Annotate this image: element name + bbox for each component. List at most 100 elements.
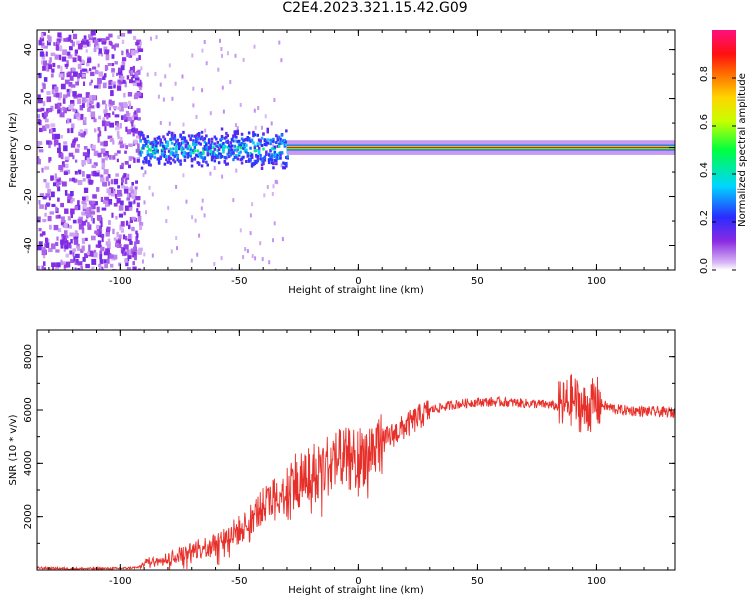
heatmap-noise-cell [122, 234, 126, 240]
heatmap-noise-cell [124, 178, 128, 185]
heatmap-signal-cell [155, 141, 158, 145]
heatmap-noise-cell [87, 212, 92, 218]
heatmap-noise-cell [121, 115, 124, 120]
heatmap-signal-cell [209, 150, 212, 153]
heatmap-noise-cell [108, 33, 113, 38]
spectrogram-heatmap [37, 30, 675, 270]
heatmap-noise-cell [249, 231, 252, 236]
heatmap-noise-cell [111, 63, 115, 67]
heatmap-noise-cell [62, 235, 66, 241]
heatmap-noise-cell [41, 44, 44, 49]
heatmap-noise-cell [42, 231, 46, 236]
heatmap-noise-cell [75, 159, 78, 163]
heatmap-noise-cell [116, 72, 119, 76]
heatmap-signal-cell [276, 135, 279, 139]
heatmap-signal-cell [153, 151, 157, 155]
heatmap-noise-cell [41, 42, 45, 46]
heatmap-noise-cell [39, 233, 44, 237]
heatmap-noise-cell [81, 220, 86, 226]
heatmap-noise-cell [60, 153, 64, 160]
heatmap-noise-cell [85, 92, 90, 98]
heatmap-noise-cell [53, 139, 59, 146]
heatmap-noise-cell [120, 75, 125, 81]
heatmap-noise-cell [69, 244, 72, 249]
heatmap-noise-cell [37, 108, 42, 112]
heatmap-noise-cell [138, 247, 143, 252]
heatmap-signal-cell [253, 159, 257, 163]
heatmap-noise-cell [99, 254, 103, 260]
heatmap-signal-cell [145, 160, 148, 164]
heatmap-noise-cell [109, 107, 112, 111]
heatmap-noise-cell [90, 215, 94, 222]
heatmap-noise-cell [134, 110, 137, 115]
heatmap-noise-cell [97, 169, 100, 175]
heatmap-noise-cell [108, 187, 114, 194]
heatmap-noise-cell [71, 123, 75, 129]
heatmap-noise-cell [135, 42, 139, 46]
heatmap-noise-cell [131, 194, 137, 199]
heatmap-noise-cell [134, 77, 140, 81]
heatmap-signal-cell [200, 136, 204, 140]
heatmap-signal-cell [235, 131, 238, 135]
heatmap-noise-cell [246, 249, 249, 254]
heatmap-noise-cell [114, 121, 119, 126]
heatmap-noise-cell [118, 205, 124, 211]
heatmap-noise-cell [118, 81, 123, 85]
heatmap-noise-cell [100, 222, 103, 227]
heatmap-noise-cell [63, 222, 68, 229]
heatmap-signal-cell [282, 166, 285, 170]
heatmap-noise-cell [39, 37, 45, 42]
heatmap-signal-cell [206, 151, 209, 155]
heatmap-noise-cell [127, 238, 132, 242]
heatmap-signal-cell [205, 134, 208, 138]
heatmap-signal-cell [249, 139, 252, 143]
heatmap-signal-cell [157, 136, 161, 140]
heatmap-signal-cell [277, 155, 281, 159]
heatmap-noise-cell [194, 218, 197, 223]
heatmap-noise-cell [74, 170, 78, 175]
heatmap-noise-cell [97, 137, 100, 143]
heatmap-noise-cell [68, 82, 73, 87]
heatmap-noise-cell [119, 105, 124, 112]
heatmap-signal-cell [236, 129, 239, 133]
heatmap-noise-cell [63, 266, 66, 270]
heatmap-noise-cell [50, 175, 54, 181]
heatmap-noise-cell [107, 244, 111, 250]
heatmap-signal-cell [163, 137, 167, 141]
heatmap-noise-cell [41, 246, 46, 250]
heatmap-signal-cell [195, 136, 198, 139]
heatmap-signal-cell [206, 149, 209, 153]
heatmap-signal-cell [227, 149, 231, 153]
heatmap-noise-cell [133, 157, 136, 163]
heatmap-signal-cell [167, 131, 171, 134]
heatmap-signal-cell [250, 164, 254, 168]
heatmap-noise-cell [103, 109, 108, 114]
heatmap-noise-cell [77, 200, 80, 205]
heatmap-noise-cell [137, 69, 141, 75]
heatmap-signal-cell [275, 141, 278, 144]
heatmap-noise-cell [75, 81, 79, 86]
heatmap-noise-cell [159, 121, 162, 125]
heatmap-signal-cell [235, 135, 238, 139]
heatmap-noise-cell [271, 192, 274, 196]
heatmap-signal-cell [219, 138, 222, 142]
heatmap-noise-cell [55, 44, 59, 50]
heatmap-signal-cell [173, 137, 177, 141]
heatmap-noise-cell [41, 60, 45, 65]
heatmap-signal-cell [185, 143, 188, 147]
heatmap-signal-cell [167, 160, 171, 164]
heatmap-noise-cell [135, 180, 138, 184]
heatmap-signal-cell [220, 143, 224, 147]
heatmap-noise-cell [239, 228, 242, 233]
heatmap-noise-cell [49, 211, 55, 215]
heatmap-noise-cell [113, 178, 119, 185]
heatmap-noise-cell [71, 177, 75, 182]
heatmap-signal-cell [166, 160, 169, 164]
heatmap-signal-cell [212, 150, 215, 154]
heatmap-signal-cell [202, 157, 205, 161]
heatmap-signal-cell [219, 155, 222, 159]
heatmap-signal-cell [157, 161, 161, 165]
heatmap-noise-cell [137, 268, 141, 270]
heatmap-noise-cell [102, 117, 106, 121]
heatmap-signal-cell [270, 158, 274, 162]
